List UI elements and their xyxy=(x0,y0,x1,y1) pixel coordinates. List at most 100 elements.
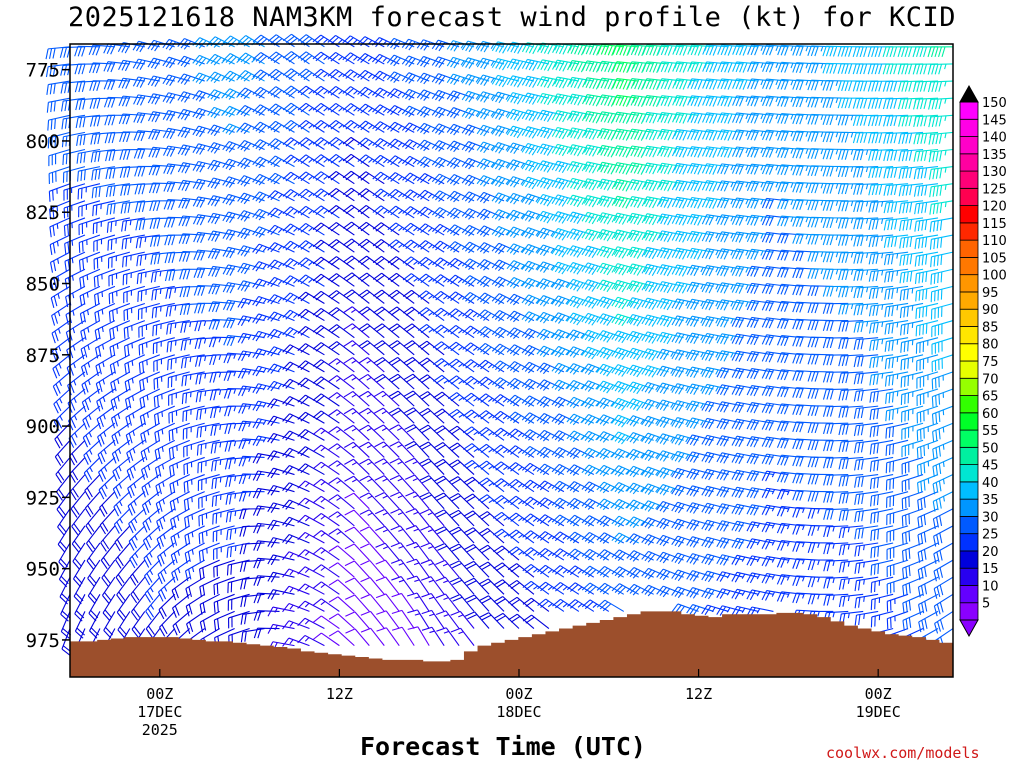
barb-half-flag xyxy=(89,467,93,473)
wind-barb xyxy=(359,475,385,493)
barb-flag xyxy=(241,386,247,397)
barb-flag xyxy=(157,253,161,265)
barb-flag xyxy=(85,452,92,463)
barb-flag xyxy=(179,286,184,298)
wind-barb xyxy=(327,307,355,322)
wind-barb xyxy=(357,188,385,202)
wind-barb xyxy=(92,200,116,217)
barb-half-flag xyxy=(335,377,341,382)
wind-barb xyxy=(169,456,190,477)
wind-barb xyxy=(389,441,415,458)
barb-half-flag xyxy=(323,38,328,44)
barb-shaft xyxy=(80,302,101,315)
barb-flag xyxy=(74,46,79,57)
barb-shaft xyxy=(398,424,415,441)
barb-flag xyxy=(215,319,221,330)
barb-shaft xyxy=(52,354,71,370)
barb-flag xyxy=(104,115,109,126)
barb-half-flag xyxy=(58,380,63,387)
barb-half-flag xyxy=(89,449,93,455)
wind-barb xyxy=(139,371,161,392)
barb-flag xyxy=(359,543,370,549)
wind-barb xyxy=(282,171,310,185)
barb-flag xyxy=(405,474,415,480)
barb-flag xyxy=(97,293,100,304)
barb-flag xyxy=(167,359,169,371)
wind-barb xyxy=(328,460,355,475)
wind-barb xyxy=(328,409,355,424)
barb-half-flag xyxy=(117,396,120,402)
barb-flag xyxy=(118,78,124,89)
barb-half-flag xyxy=(57,258,60,264)
barb-shaft xyxy=(368,509,385,527)
wind-barb xyxy=(253,522,280,534)
barb-half-flag xyxy=(304,585,310,591)
barb-flag xyxy=(199,568,202,580)
barb-half-flag xyxy=(383,209,388,214)
barb-shaft xyxy=(52,337,71,352)
barb-half-flag xyxy=(177,567,181,574)
barb-flag xyxy=(328,392,338,400)
barb-half-flag xyxy=(58,363,62,369)
barb-flag xyxy=(212,337,217,348)
barb-flag xyxy=(199,586,202,598)
wind-barb xyxy=(97,422,116,447)
barb-half-flag xyxy=(134,552,139,558)
wind-barb xyxy=(207,53,235,66)
barb-flag xyxy=(52,368,58,379)
barb-flag xyxy=(359,424,369,431)
barb-half-flag xyxy=(351,461,358,466)
barb-flag xyxy=(54,331,59,342)
wind-barb xyxy=(86,525,101,553)
barb-flag xyxy=(84,507,92,518)
wind-barb xyxy=(90,148,115,163)
barb-flag xyxy=(119,131,124,142)
barb-flag xyxy=(99,416,104,428)
wind-barb xyxy=(124,354,146,375)
barb-flag xyxy=(48,191,51,202)
wind-barb xyxy=(402,256,430,270)
barb-half-flag xyxy=(443,295,448,300)
barb-flag xyxy=(159,554,165,565)
barb-flag xyxy=(52,225,55,236)
barb-flag xyxy=(124,238,128,249)
barb-shaft xyxy=(368,458,385,475)
barb-half-flag xyxy=(336,514,342,518)
barb-flag xyxy=(107,115,112,126)
barb-flag xyxy=(93,98,97,109)
barb-shaft xyxy=(68,422,86,439)
barb-flag xyxy=(114,433,119,445)
wind-barb xyxy=(391,592,415,612)
barb-flag xyxy=(46,102,49,113)
wind-barb xyxy=(96,405,116,430)
wind-barb xyxy=(402,289,430,304)
barb-flag xyxy=(155,503,160,514)
wind-barb xyxy=(345,594,370,612)
barb-half-flag xyxy=(429,613,435,617)
barb-flag xyxy=(169,305,172,317)
barb-shaft xyxy=(336,443,355,458)
wind-barb xyxy=(224,405,250,417)
barb-flag xyxy=(170,554,175,566)
barb-flag xyxy=(179,304,184,316)
barb-flag xyxy=(343,374,354,381)
barb-flag xyxy=(328,460,338,467)
wind-barb xyxy=(282,68,310,82)
barb-half-flag xyxy=(382,529,389,533)
barb-flag xyxy=(391,609,402,615)
barb-flag xyxy=(180,358,184,369)
barb-half-flag xyxy=(163,568,167,575)
barb-flag xyxy=(160,571,166,582)
barb-flag xyxy=(65,332,70,343)
barb-half-flag xyxy=(277,280,283,285)
barb-flag xyxy=(224,441,229,452)
wind-barb xyxy=(344,509,370,527)
wind-barb xyxy=(312,478,340,493)
barb-shaft xyxy=(336,392,355,407)
barb-half-flag xyxy=(398,193,403,198)
barb-half-flag xyxy=(457,312,463,317)
barb-flag xyxy=(437,545,448,551)
barb-flag xyxy=(107,240,110,251)
barb-flag xyxy=(404,457,415,464)
barb-flag xyxy=(105,168,109,180)
